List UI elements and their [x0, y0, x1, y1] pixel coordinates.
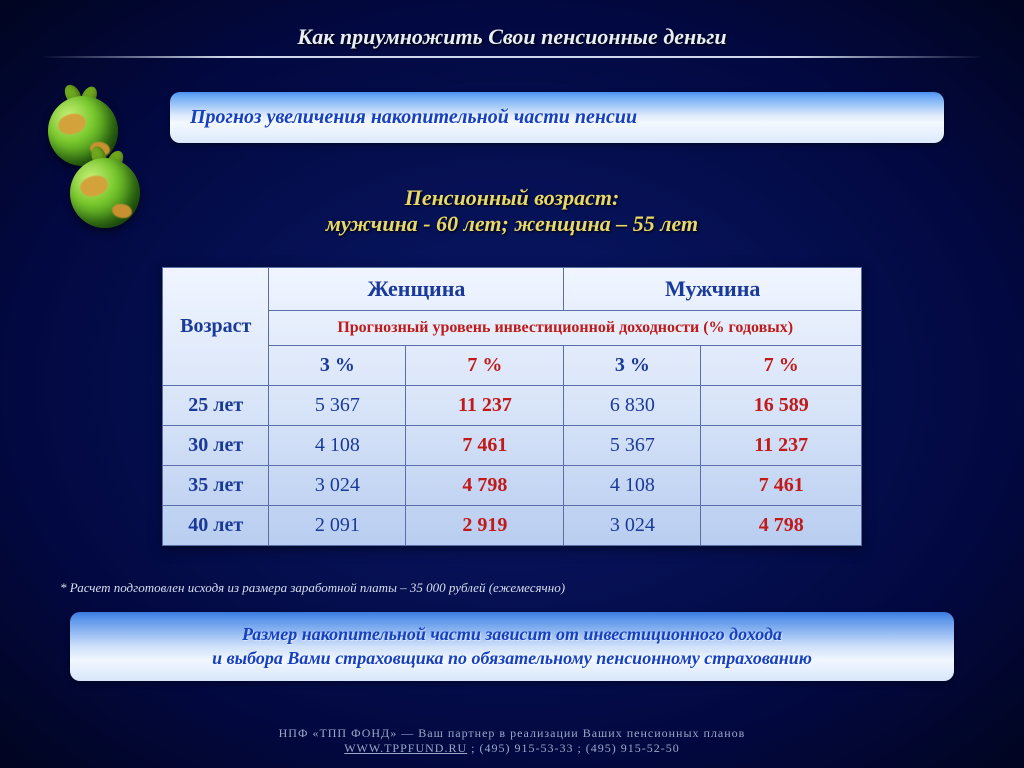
val-cell: 6 830: [564, 386, 701, 426]
summary-line-2: и выбора Вами страховщика по обязательно…: [212, 648, 812, 668]
table-row: Возраст Женщина Мужчина: [163, 268, 862, 311]
footer-org: НПФ «ТПП ФОНД» — Ваш партнер в реализаци…: [279, 726, 746, 740]
val-cell: 4 108: [269, 426, 406, 466]
pct-female-high: 7 %: [406, 346, 564, 386]
col-female-header: Женщина: [269, 268, 564, 311]
val-cell: 3 024: [564, 506, 701, 546]
forecast-panel-title: Прогноз увеличения накопительной части п…: [190, 106, 924, 129]
val-cell: 7 461: [701, 466, 862, 506]
val-cell: 5 367: [564, 426, 701, 466]
val-cell: 5 367: [269, 386, 406, 426]
header-divider: [40, 56, 984, 58]
val-cell: 2 091: [269, 506, 406, 546]
globe-decoration: [28, 96, 148, 236]
footer-phone-1: (495) 915-53-33: [479, 741, 573, 755]
forecast-panel: Прогноз увеличения накопительной части п…: [170, 92, 944, 143]
age-cell: 25 лет: [163, 386, 269, 426]
calculation-footnote: * Расчет подготовлен исходя из размера з…: [60, 580, 964, 596]
val-cell: 2 919: [406, 506, 564, 546]
val-cell: 11 237: [701, 426, 862, 466]
pct-male-low: 3 %: [564, 346, 701, 386]
val-cell: 16 589: [701, 386, 862, 426]
table-row: 30 лет 4 108 7 461 5 367 11 237: [163, 426, 862, 466]
pct-male-high: 7 %: [701, 346, 862, 386]
val-cell: 11 237: [406, 386, 564, 426]
pct-female-low: 3 %: [269, 346, 406, 386]
subheader-yield: Прогнозный уровень инвестиционной доходн…: [269, 311, 862, 346]
summary-panel: Размер накопительной части зависит от ин…: [70, 612, 954, 681]
forecast-table-wrap: Возраст Женщина Мужчина Прогнозный урове…: [162, 267, 862, 546]
footer-sep: ;: [577, 741, 585, 755]
footer-phone-2: (495) 915-52-50: [586, 741, 680, 755]
footer-site: WWW.TPPFUND.RU: [344, 741, 467, 755]
val-cell: 7 461: [406, 426, 564, 466]
table-row: 40 лет 2 091 2 919 3 024 4 798: [163, 506, 862, 546]
page-title: Как приумножить Свои пенсионные деньги: [0, 24, 1024, 50]
retirement-age-heading-1: Пенсионный возраст:: [0, 185, 1024, 211]
age-cell: 35 лет: [163, 466, 269, 506]
table-row: 35 лет 3 024 4 798 4 108 7 461: [163, 466, 862, 506]
age-cell: 30 лет: [163, 426, 269, 466]
val-cell: 4 798: [406, 466, 564, 506]
forecast-table: Возраст Женщина Мужчина Прогнозный урове…: [162, 267, 862, 546]
val-cell: 4 108: [564, 466, 701, 506]
age-cell: 40 лет: [163, 506, 269, 546]
retirement-age-heading-2: мужчина - 60 лет; женщина – 55 лет: [0, 211, 1024, 237]
footer: НПФ «ТПП ФОНД» — Ваш партнер в реализаци…: [0, 726, 1024, 756]
val-cell: 3 024: [269, 466, 406, 506]
val-cell: 4 798: [701, 506, 862, 546]
col-age-header: Возраст: [163, 268, 269, 386]
col-male-header: Мужчина: [564, 268, 862, 311]
summary-line-1: Размер накопительной части зависит от ин…: [242, 624, 782, 644]
table-row: 25 лет 5 367 11 237 6 830 16 589: [163, 386, 862, 426]
